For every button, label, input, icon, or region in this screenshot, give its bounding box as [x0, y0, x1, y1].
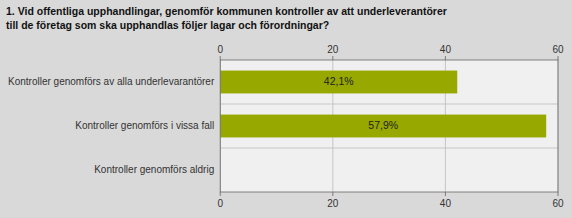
- bar: [220, 115, 546, 138]
- x-tick-label: 40: [440, 198, 452, 209]
- bar: [220, 71, 457, 94]
- title-line: till de företag som ska upphandlas följe…: [6, 19, 329, 31]
- chart: 1. Vid offentliga upphandlingar, genomfö…: [0, 0, 572, 218]
- tick-mark: [332, 56, 333, 60]
- tick-mark: [558, 192, 559, 196]
- tick-mark: [445, 56, 446, 60]
- x-top-tick-label: 0: [217, 44, 223, 55]
- plot-frame: [220, 60, 558, 192]
- tick-mark: [220, 56, 221, 60]
- data-label: 57,9%: [368, 119, 398, 131]
- category-label: Kontroller genomförs aldrig: [94, 164, 214, 175]
- tick-mark: [332, 192, 333, 196]
- category-label: Kontroller genomförs i vissa fall: [75, 120, 214, 131]
- x-tick-label: 60: [552, 198, 564, 209]
- category-separator: [220, 104, 558, 105]
- data-label: 42,1%: [324, 75, 354, 87]
- x-tick-label: 20: [327, 198, 339, 209]
- bars: [220, 71, 546, 138]
- background: [0, 0, 572, 218]
- category-separator: [220, 148, 558, 149]
- title-line: 1. Vid offentliga upphandlingar, genomfö…: [6, 5, 447, 17]
- tick-mark: [220, 192, 221, 196]
- title: 1. Vid offentliga upphandlingar, genomfö…: [6, 5, 447, 31]
- x-top-tick-label: 60: [552, 44, 564, 55]
- x-top-tick-label: 20: [327, 44, 339, 55]
- category-label: Kontroller genomförs av alla underlevara…: [8, 76, 215, 87]
- plot-area: [220, 60, 558, 192]
- x-tick-label: 0: [217, 198, 223, 209]
- x-top-tick-label: 40: [440, 44, 452, 55]
- tick-mark: [558, 56, 559, 60]
- tick-mark: [445, 192, 446, 196]
